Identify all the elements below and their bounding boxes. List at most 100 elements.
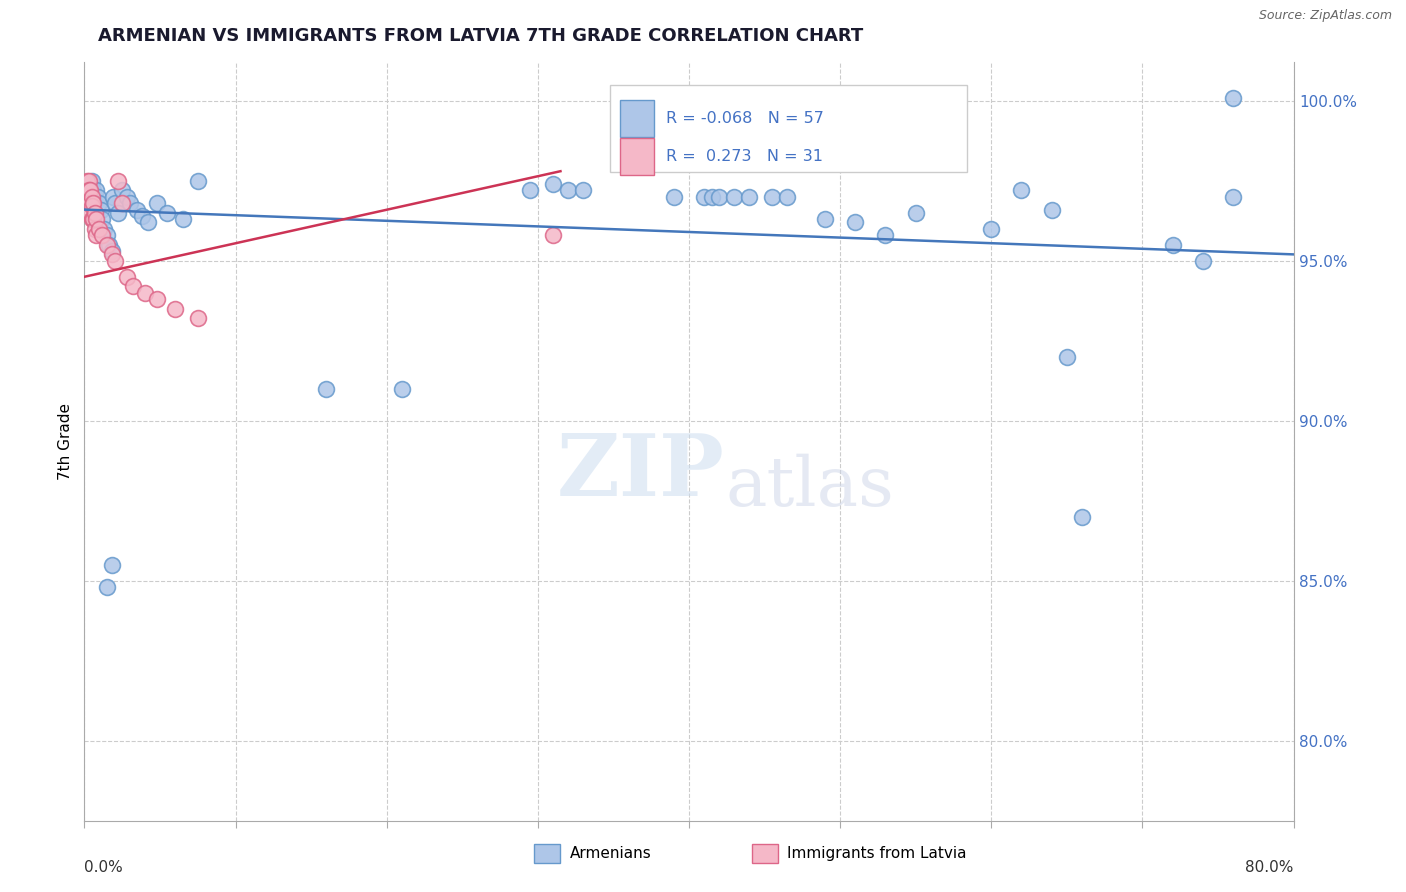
Point: [131, 209, 153, 223]
Point: [814, 212, 837, 227]
Point: [96, 228, 118, 243]
Point: [84, 190, 107, 204]
Point: [662, 190, 685, 204]
Point: [391, 382, 413, 396]
Point: [1222, 90, 1244, 104]
Point: [165, 301, 187, 316]
Point: [980, 221, 1002, 235]
Point: [80, 199, 103, 213]
FancyBboxPatch shape: [620, 138, 654, 175]
Point: [1056, 350, 1078, 364]
Point: [77, 183, 100, 197]
Text: ZIP: ZIP: [557, 430, 724, 514]
Point: [80, 174, 103, 188]
Point: [76, 183, 98, 197]
Point: [127, 202, 149, 217]
Point: [79, 196, 101, 211]
Point: [86, 212, 108, 227]
Point: [77, 196, 100, 211]
Point: [115, 269, 138, 284]
Y-axis label: 7th Grade: 7th Grade: [58, 403, 73, 480]
Point: [156, 206, 179, 220]
Point: [104, 196, 127, 211]
Point: [709, 190, 731, 204]
Point: [146, 292, 169, 306]
Point: [541, 228, 564, 243]
Point: [761, 190, 783, 204]
Text: Armenians: Armenians: [569, 847, 651, 861]
FancyBboxPatch shape: [620, 100, 654, 136]
Point: [101, 190, 124, 204]
Point: [115, 190, 138, 204]
Point: [776, 190, 799, 204]
Point: [1161, 237, 1184, 252]
Point: [121, 279, 143, 293]
Point: [111, 196, 134, 211]
Point: [93, 221, 115, 235]
Point: [97, 237, 120, 252]
Point: [904, 206, 927, 220]
Point: [875, 228, 897, 243]
Point: [86, 183, 108, 197]
Point: [723, 190, 745, 204]
Point: [100, 247, 122, 261]
Point: [82, 183, 104, 197]
Point: [89, 221, 111, 235]
Point: [1011, 183, 1033, 197]
Text: 80.0%: 80.0%: [1246, 860, 1294, 874]
Text: ARMENIAN VS IMMIGRANTS FROM LATVIA 7TH GRADE CORRELATION CHART: ARMENIAN VS IMMIGRANTS FROM LATVIA 7TH G…: [98, 27, 863, 45]
Point: [107, 174, 129, 188]
Point: [118, 196, 141, 211]
Point: [187, 174, 209, 188]
Point: [187, 311, 209, 326]
Point: [84, 206, 107, 220]
Point: [146, 196, 169, 211]
Text: Immigrants from Latvia: Immigrants from Latvia: [787, 847, 967, 861]
Point: [82, 212, 104, 227]
Text: R = -0.068   N = 57: R = -0.068 N = 57: [666, 111, 824, 126]
Text: atlas: atlas: [725, 454, 894, 520]
Text: 0.0%: 0.0%: [84, 860, 124, 874]
Point: [1040, 202, 1063, 217]
Point: [738, 190, 761, 204]
Point: [84, 196, 107, 211]
Point: [91, 228, 114, 243]
Point: [1222, 190, 1244, 204]
Point: [172, 212, 194, 227]
Text: Source: ZipAtlas.com: Source: ZipAtlas.com: [1258, 9, 1392, 22]
Point: [1192, 253, 1215, 268]
Point: [84, 221, 107, 235]
Point: [79, 183, 101, 197]
Point: [80, 190, 103, 204]
Point: [96, 237, 118, 252]
Point: [700, 190, 723, 204]
Point: [315, 382, 337, 396]
Point: [519, 183, 541, 197]
Point: [80, 190, 103, 204]
Point: [91, 212, 114, 227]
Point: [541, 177, 564, 191]
Point: [557, 183, 579, 197]
Point: [90, 202, 112, 217]
Point: [76, 174, 98, 188]
Point: [82, 196, 104, 211]
Text: R =  0.273   N = 31: R = 0.273 N = 31: [666, 149, 823, 164]
Point: [844, 215, 866, 229]
Point: [80, 212, 103, 227]
Point: [1071, 509, 1094, 524]
Point: [79, 206, 101, 220]
Point: [693, 190, 716, 204]
Point: [572, 183, 595, 197]
Point: [100, 244, 122, 259]
Point: [89, 196, 111, 211]
Point: [77, 174, 100, 188]
Point: [136, 215, 159, 229]
Point: [107, 206, 129, 220]
Point: [100, 558, 122, 572]
Point: [134, 285, 156, 300]
Point: [96, 580, 118, 594]
FancyBboxPatch shape: [610, 85, 967, 172]
Point: [79, 183, 101, 197]
Point: [86, 228, 108, 243]
Point: [111, 183, 134, 197]
